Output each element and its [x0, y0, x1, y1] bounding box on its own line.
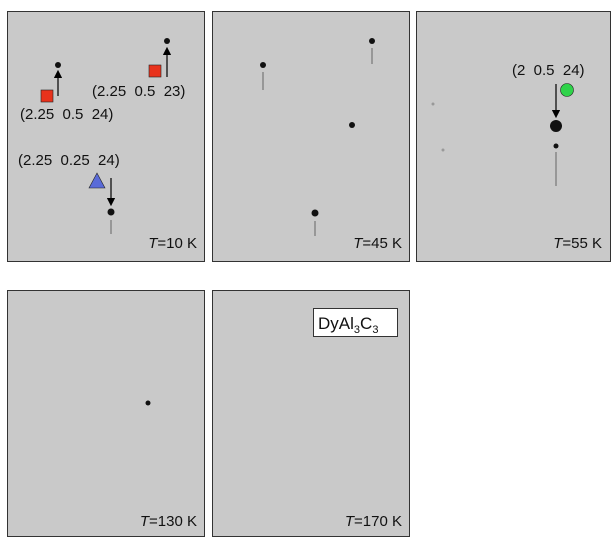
spot: [349, 122, 355, 128]
marker-square: [149, 65, 161, 77]
spot: [108, 209, 115, 216]
temperature-value: =170 K: [354, 513, 402, 530]
compound-part: DyAl: [318, 314, 354, 333]
spot: [164, 38, 170, 44]
panel: [8, 12, 205, 262]
temperature-label: T=10 K: [148, 235, 197, 252]
spot: [432, 103, 435, 106]
temperature-value: =10 K: [157, 235, 197, 252]
temperature-label: T=55 K: [553, 235, 602, 252]
annotation: (2.25 0.5 23): [92, 83, 185, 100]
spot: [554, 144, 559, 149]
figure: (2.25 0.5 24) (2.25 0.5 23) (2.25 0.25 2…: [0, 0, 611, 537]
spot: [55, 62, 61, 68]
temperature-label: T=45 K: [353, 235, 402, 252]
spot: [442, 149, 445, 152]
spot: [146, 401, 151, 406]
annotation: (2.25 0.25 24): [18, 152, 120, 169]
temperature-label: T=170 K: [345, 513, 402, 530]
spot: [312, 210, 319, 217]
temperature-label: T=130 K: [140, 513, 197, 530]
spot: [260, 62, 266, 68]
panel: [417, 12, 611, 262]
annotation: (2.25 0.5 24): [20, 106, 113, 123]
annotation: (2 0.5 24): [512, 62, 585, 79]
temperature-value: =45 K: [362, 235, 402, 252]
compound-subscript: 3: [372, 324, 378, 336]
marker-square: [41, 90, 53, 102]
marker-circle: [561, 84, 574, 97]
temperature-value: =55 K: [562, 235, 602, 252]
spot: [550, 120, 562, 132]
compound-part: C: [360, 314, 372, 333]
panel: [8, 291, 205, 537]
compound-label: DyAl3C3: [318, 314, 378, 336]
temperature-value: =130 K: [149, 513, 197, 530]
panel: [213, 12, 410, 262]
spot: [369, 38, 375, 44]
